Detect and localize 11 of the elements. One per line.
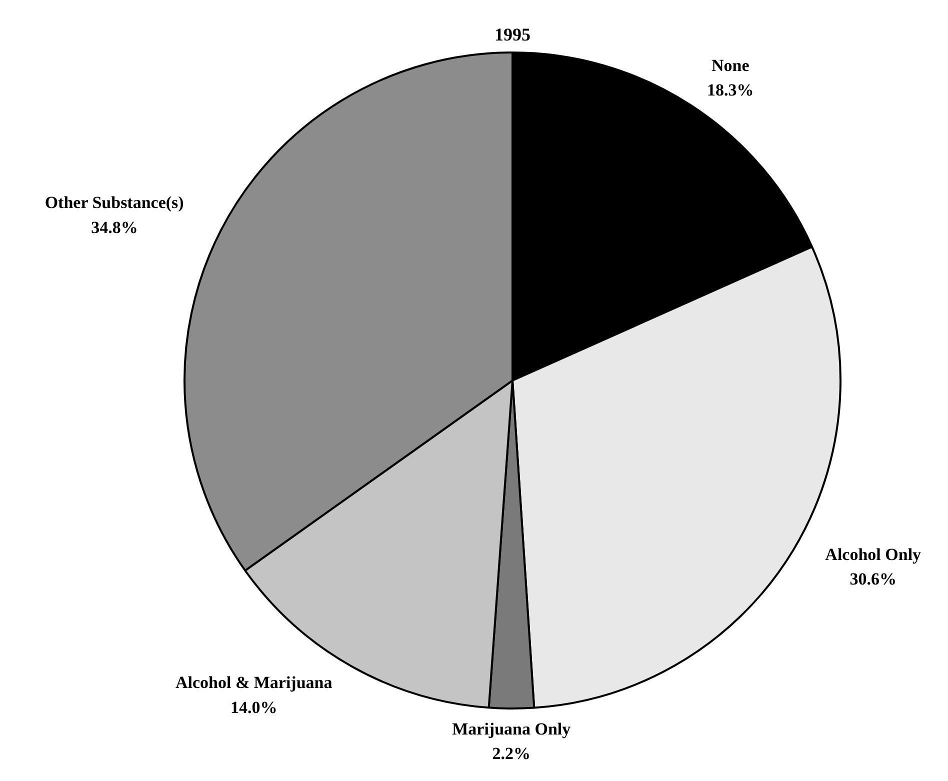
data-label: 34.8% xyxy=(91,218,138,237)
slice-label: None xyxy=(711,56,750,75)
data-label: 30.6% xyxy=(850,570,896,589)
slice-label: Marijuana Only xyxy=(452,719,572,738)
slice-label: Alcohol & Marijuana xyxy=(175,673,333,692)
data-label: 18.3% xyxy=(706,80,754,100)
data-label: 14.0% xyxy=(230,698,278,717)
data-label: 2.2% xyxy=(492,744,530,764)
slice-label: Other Substance(s) xyxy=(44,193,184,212)
slice-label: Alcohol Only xyxy=(825,544,922,564)
chart-title: 1995 xyxy=(494,24,530,44)
